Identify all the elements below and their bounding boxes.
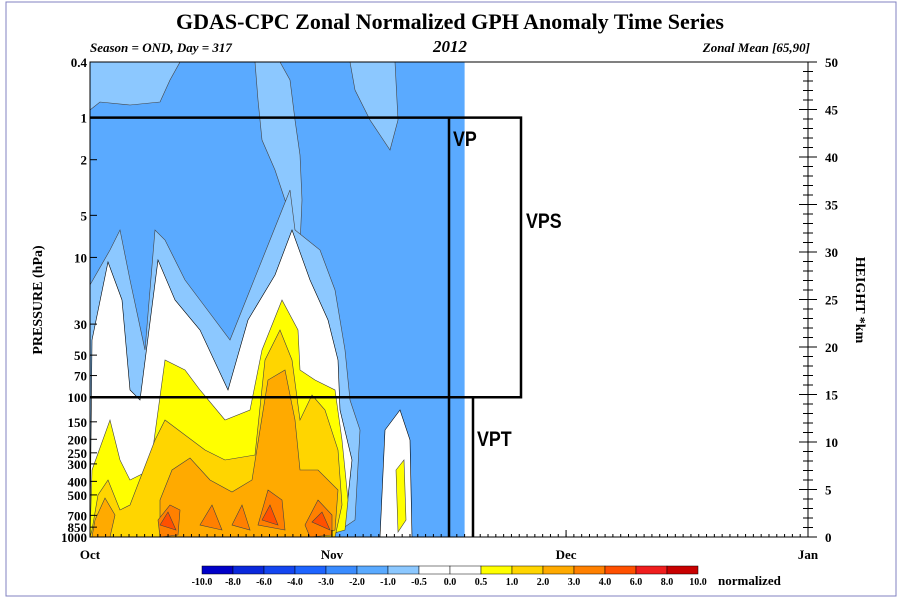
subtitle-zonal-mean: Zonal Mean [65,90]	[702, 40, 810, 55]
pressure-tick-label: 5	[81, 208, 88, 223]
colorbar-swatch	[480, 565, 513, 575]
subtitle-year: 2012	[432, 37, 468, 56]
time-tick-label: Jan	[798, 547, 819, 562]
colorbar-level-label: 6.0	[630, 577, 643, 588]
colorbar-level-label: 0.5	[475, 577, 488, 588]
pressure-tick-label: 300	[68, 457, 88, 472]
colorbar-unit: normalized	[718, 573, 782, 588]
height-tick-label: 20	[825, 340, 838, 355]
height-tick-label: 50	[825, 55, 838, 70]
annotation-vp: VP	[453, 128, 477, 152]
colorbar-level-label: 8.0	[661, 577, 674, 588]
height-tick-label: 25	[825, 293, 839, 308]
pressure-tick-label: 500	[68, 488, 88, 503]
colorbar-level-label: 10.0	[689, 577, 707, 588]
pressure-tick-label: 50	[74, 348, 87, 363]
pressure-tick-label: 700	[68, 508, 88, 523]
contour-region	[157, 489, 333, 538]
colorbar-level-label: -2.0	[349, 577, 365, 588]
annotation-brackets: VP VPS VPT	[90, 116, 562, 537]
height-tick-label: 15	[825, 388, 839, 403]
colorbar-level-label: 3.0	[568, 577, 581, 588]
colorbar-swatch	[635, 565, 668, 575]
colorbar-level-label: -0.5	[411, 577, 427, 588]
colorbar-swatch	[573, 565, 606, 575]
vpt-bracket	[471, 395, 521, 537]
y2-axis-label: HEIGHT *km	[852, 257, 867, 344]
contour-field	[89, 61, 465, 538]
annotation-vpt: VPT	[477, 428, 512, 452]
colorbar-swatch	[666, 565, 699, 575]
pressure-tick-label: 150	[68, 415, 88, 430]
subtitle-season: Season = OND, Day = 317	[90, 40, 232, 55]
colorbar-level-label: 1.0	[506, 577, 519, 588]
height-tick-label: 35	[825, 198, 839, 213]
contour-region	[89, 61, 181, 111]
vps-bracket	[90, 116, 523, 399]
pressure-tick-label: 1000	[61, 530, 87, 545]
pressure-tick-label: 100	[68, 390, 88, 405]
colorbar-swatch	[232, 565, 265, 575]
colorbar-level-label: -10.0	[192, 577, 213, 588]
colorbar-swatch	[387, 565, 420, 575]
pressure-tick-label: 2	[81, 153, 88, 168]
height-tick-label: 30	[825, 245, 838, 260]
height-tick-label: 0	[825, 530, 832, 545]
pressure-tick-label: 250	[68, 446, 88, 461]
colorbar-swatch	[356, 565, 389, 575]
pressure-tick-label: 10	[74, 250, 87, 265]
colorbar-swatch	[263, 565, 296, 575]
colorbar-swatch	[418, 565, 451, 575]
height-tick-label: 5	[825, 483, 832, 498]
colorbar-swatch	[542, 565, 575, 575]
y-axis-label: PRESSURE (hPa)	[31, 245, 46, 355]
chart-title: GDAS-CPC Zonal Normalized GPH Anomaly Ti…	[176, 9, 724, 34]
colorbar-swatch	[201, 565, 234, 575]
colorbar-level-label: -6.0	[256, 577, 272, 588]
contour-region	[395, 459, 407, 533]
colorbar-level-label: -4.0	[287, 577, 303, 588]
time-tick-label: Dec	[556, 547, 577, 562]
pressure-tick-label: 200	[68, 432, 88, 447]
annotation-vps: VPS	[526, 210, 562, 234]
pressure-tick-label: 30	[74, 317, 87, 332]
pressure-tick-label: 400	[68, 474, 88, 489]
height-tick-label: 10	[825, 435, 838, 450]
colorbar-level-label: 0.0	[444, 577, 457, 588]
colorbar-level-label: -1.0	[380, 577, 396, 588]
colorbar-level-label: 2.0	[537, 577, 550, 588]
pressure-tick-label: 70	[74, 369, 87, 384]
colorbar-swatch	[449, 565, 482, 575]
colorbar-swatch	[604, 565, 637, 575]
colorbar-level-label: -3.0	[318, 577, 334, 588]
colorbar-swatch	[325, 565, 358, 575]
time-axis: Oct Nov Dec Jan	[80, 530, 819, 562]
figure-border	[5, 1, 897, 597]
time-tick-label: Oct	[80, 547, 101, 562]
colorbar-level-label: 4.0	[599, 577, 612, 588]
height-axis: 0 5 10 15 20 25 30 35 40 45 50	[799, 55, 839, 545]
pressure-tick-label: 1	[81, 111, 88, 126]
height-tick-label: 40	[825, 150, 838, 165]
pressure-tick-label: 0.4	[71, 55, 88, 70]
colorbar-level-label: -8.0	[225, 577, 241, 588]
pressure-tick-label: 850	[68, 520, 88, 535]
time-tick-label: Nov	[321, 547, 344, 562]
colorbar-swatch	[294, 565, 327, 575]
contour-region	[159, 504, 331, 531]
colorbar: -10.0 -8.0 -6.0 -4.0 -3.0 -2.0 -1.0 -0.5 0.0 0.5 1…	[192, 565, 707, 588]
colorbar-swatch	[511, 565, 544, 575]
height-tick-label: 45	[825, 103, 839, 118]
